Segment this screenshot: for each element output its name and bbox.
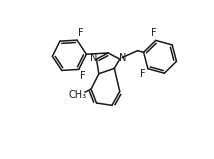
Text: CH₃: CH₃ <box>68 90 86 100</box>
Text: N: N <box>90 53 97 63</box>
Text: F: F <box>80 71 86 81</box>
Text: N: N <box>119 53 126 63</box>
Text: F: F <box>140 69 145 79</box>
Text: F: F <box>151 28 157 38</box>
Text: F: F <box>78 28 83 38</box>
